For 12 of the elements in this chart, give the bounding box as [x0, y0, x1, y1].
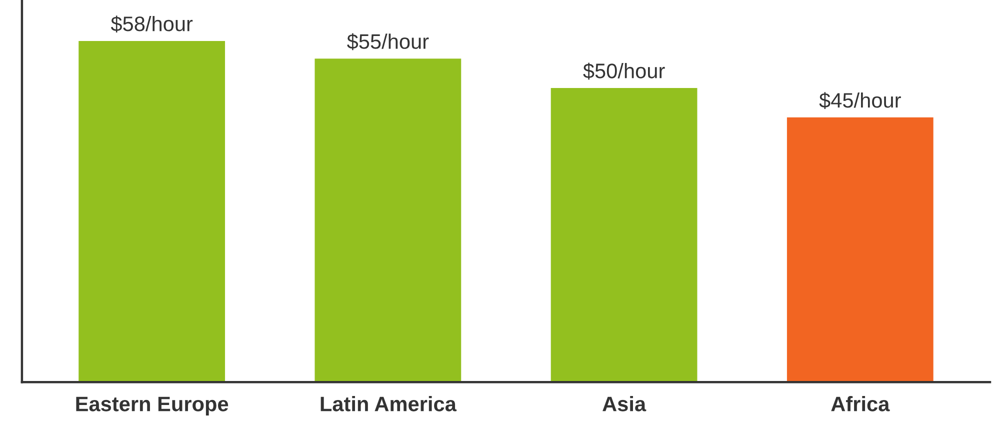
data-label: $45/hour — [819, 92, 901, 109]
bar — [786, 117, 934, 382]
bar — [550, 88, 698, 382]
x-tick-label: Asia — [602, 396, 646, 412]
x-tick-label: Africa — [831, 396, 890, 412]
data-label: $50/hour — [583, 62, 665, 80]
bar — [314, 58, 462, 382]
x-tick-label: Latin America — [320, 396, 457, 412]
x-tick-label: Eastern Europe — [76, 396, 228, 416]
data-label: $58/hour — [110, 16, 193, 33]
data-label: $55/hour — [347, 33, 429, 50]
bar — [78, 40, 226, 382]
